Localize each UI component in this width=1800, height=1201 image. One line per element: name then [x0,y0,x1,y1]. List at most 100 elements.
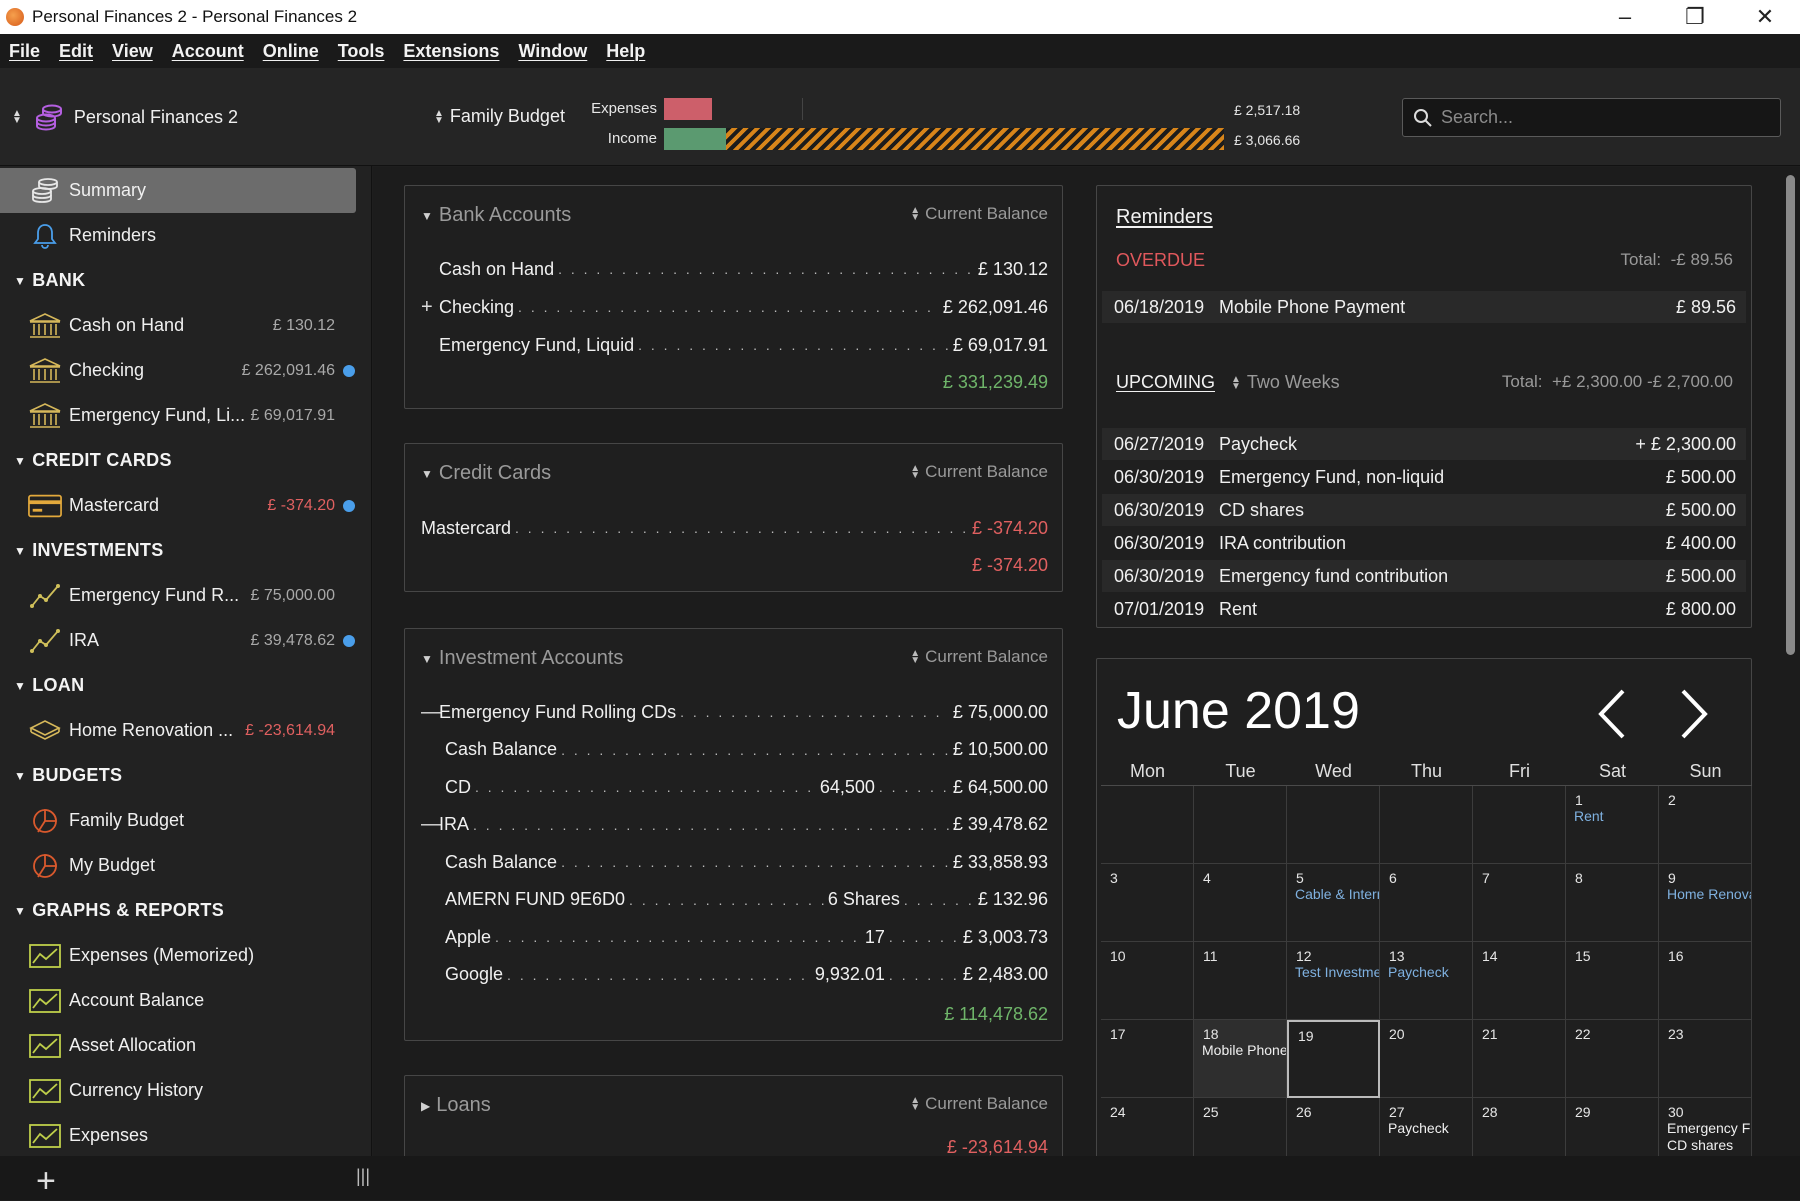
search-box[interactable] [1402,98,1781,137]
panel-header[interactable]: ▶ Loans [421,1094,491,1117]
calendar-day[interactable] [1101,786,1194,864]
sidebar-item[interactable]: Expenses [0,1113,371,1156]
search-input[interactable] [1441,107,1761,128]
reminder-row[interactable]: 06/18/2019 Mobile Phone Payment £ 89.56 [1102,291,1746,323]
account-row[interactable]: AMERN FUND 9E6D0. . . . . . . . . . . . … [421,885,1048,915]
sort-selector[interactable]: ▲ ▼ Current Balance [910,1094,1048,1114]
minimize-button[interactable]: – [1618,4,1632,29]
menu-file[interactable]: File [9,40,41,61]
restore-button[interactable]: ❐ [1685,4,1705,29]
budget-switcher[interactable]: ▲ ▼ Family Budget [434,106,565,127]
calendar-day[interactable] [1287,786,1380,864]
calendar-day[interactable]: 29 [1566,1098,1659,1156]
calendar-day[interactable]: 21 [1473,1020,1566,1098]
sidebar-item[interactable]: Home Renovation ... £ -23,614.94 [0,708,371,753]
sort-selector[interactable]: ▲ ▼ Current Balance [910,647,1048,667]
next-month-icon[interactable] [1673,685,1713,743]
panel-header[interactable]: ▼ Bank Accounts [421,204,571,227]
account-row[interactable]: Google. . . . . . . . . . . . . . . . . … [421,960,1048,990]
sidebar-item[interactable]: Emergency Fund, Li... £ 69,017.91 [0,393,371,438]
calendar-day[interactable]: 14 [1473,942,1566,1020]
sidebar-item[interactable]: Expenses (Memorized) [0,933,371,978]
calendar-day[interactable]: 17 [1101,1020,1194,1098]
sidebar-item[interactable]: IRA £ 39,478.62 [0,618,371,663]
calendar-event[interactable]: Test Investment [1295,964,1379,980]
calendar-day[interactable] [1194,786,1287,864]
reminder-row[interactable]: 06/30/2019 Emergency fund contribution £ 5… [1102,560,1746,592]
calendar-event[interactable]: Home Renovation [1667,886,1751,902]
calendar-event[interactable]: CD shares [1667,1137,1734,1153]
account-row[interactable]: Emergency Fund, Liquid. . . . . . . . . … [421,330,1048,360]
calendar-day[interactable]: 3 [1101,864,1194,942]
sidebar-item[interactable]: Asset Allocation [0,1023,371,1068]
calendar-day[interactable] [1473,786,1566,864]
menu-window[interactable]: Window [518,40,588,61]
menu-view[interactable]: View [112,40,153,61]
calendar-event[interactable]: Mobile Phone [1202,1042,1286,1058]
sidebar-item[interactable]: Currency History [0,1068,371,1113]
panel-header[interactable]: ▼ Credit Cards [421,462,551,485]
calendar-day[interactable]: 2 [1659,786,1752,864]
calendar-day[interactable]: 6 [1380,864,1473,942]
sidebar-item[interactable]: Mastercard £ -374.20 [0,483,371,528]
calendar-day[interactable]: 10 [1101,942,1194,1020]
sidebar-item-summary[interactable]: Summary [0,168,356,213]
sidebar-section-header[interactable]: ▼ CREDIT CARDS [0,438,371,483]
reminder-row[interactable]: 06/30/2019 CD shares £ 500.00 [1102,494,1746,526]
sidebar-item-reminders[interactable]: Reminders [0,213,371,258]
sort-selector[interactable]: ▲ ▼ Current Balance [910,204,1048,224]
account-row[interactable]: CD. . . . . . . . . . . . . . . . . . . … [421,772,1048,802]
calendar-day[interactable] [1380,786,1473,864]
sidebar-item[interactable]: My Budget [0,843,371,888]
calendar-day[interactable]: 4 [1194,864,1287,942]
calendar-day[interactable]: 24 [1101,1098,1194,1156]
calendar-day[interactable]: 20 [1380,1020,1473,1098]
calendar-day[interactable]: 7 [1473,864,1566,942]
account-row[interactable]: Apple. . . . . . . . . . . . . . . . . .… [421,922,1048,952]
sidebar-section-header[interactable]: ▼ LOAN [0,663,371,708]
calendar-day[interactable]: 25 [1194,1098,1287,1156]
calendar-day[interactable]: 23 [1659,1020,1752,1098]
sidebar-item[interactable]: Cash on Hand £ 130.12 [0,303,371,348]
sidebar-item[interactable]: Family Budget [0,798,371,843]
calendar-event[interactable]: Paycheck [1388,1120,1449,1136]
sidebar-section-header[interactable]: ▼ INVESTMENTS [0,528,371,573]
menu-help[interactable]: Help [606,40,646,61]
account-row[interactable]: Cash Balance. . . . . . . . . . . . . . … [421,735,1048,765]
account-row[interactable]: Cash Balance. . . . . . . . . . . . . . … [421,847,1048,877]
calendar-day[interactable]: 22 [1566,1020,1659,1098]
collapse-icon[interactable]: — [421,813,441,835]
sidebar-section-header[interactable]: ▼ GRAPHS & REPORTS [0,888,371,933]
sidebar-item[interactable]: Checking £ 262,091.46 [0,348,371,393]
reminder-row[interactable]: 06/30/2019 IRA contribution £ 400.00 [1102,527,1746,559]
menu-account[interactable]: Account [171,40,244,61]
sort-selector[interactable]: ▲ ▼ Current Balance [910,462,1048,482]
menu-edit[interactable]: Edit [59,40,94,61]
account-row[interactable]: + Checking. . . . . . . . . . . . . . . .… [421,292,1048,322]
collapse-icon[interactable]: — [421,700,441,723]
menu-tools[interactable]: Tools [337,40,385,61]
calendar-day[interactable]: 16 [1659,942,1752,1020]
sidebar-resize-grip-icon[interactable]: ||| [356,1166,371,1186]
reminders-title[interactable]: Reminders [1116,206,1213,228]
account-row[interactable]: Cash on Hand. . . . . . . . . . . . . . … [421,254,1048,284]
add-account-icon[interactable]: + [36,1162,56,1200]
account-row[interactable]: — IRA. . . . . . . . . . . . . . . . . . … [421,810,1048,840]
close-button[interactable]: ✕ [1755,4,1775,29]
account-row[interactable]: — Emergency Fund Rolling CDs. . . . . . .… [421,697,1048,727]
calendar-event[interactable]: Paycheck [1388,964,1449,980]
calendar-day[interactable]: 27 Paycheck [1380,1098,1473,1156]
account-row[interactable]: Mastercard. . . . . . . . . . . . . . . … [421,513,1048,543]
upcoming-range-selector[interactable]: ▲ ▼ Two Weeks [1231,372,1340,393]
calendar-day[interactable]: 26 [1287,1098,1380,1156]
scrollbar[interactable] [1786,175,1795,655]
calendar-day[interactable]: 1 Rent [1566,786,1659,864]
menu-online[interactable]: Online [262,40,319,61]
panel-header[interactable]: ▼ Investment Accounts [421,647,623,670]
calendar-day[interactable]: 19 [1287,1020,1380,1098]
calendar-day[interactable]: 28 [1473,1098,1566,1156]
